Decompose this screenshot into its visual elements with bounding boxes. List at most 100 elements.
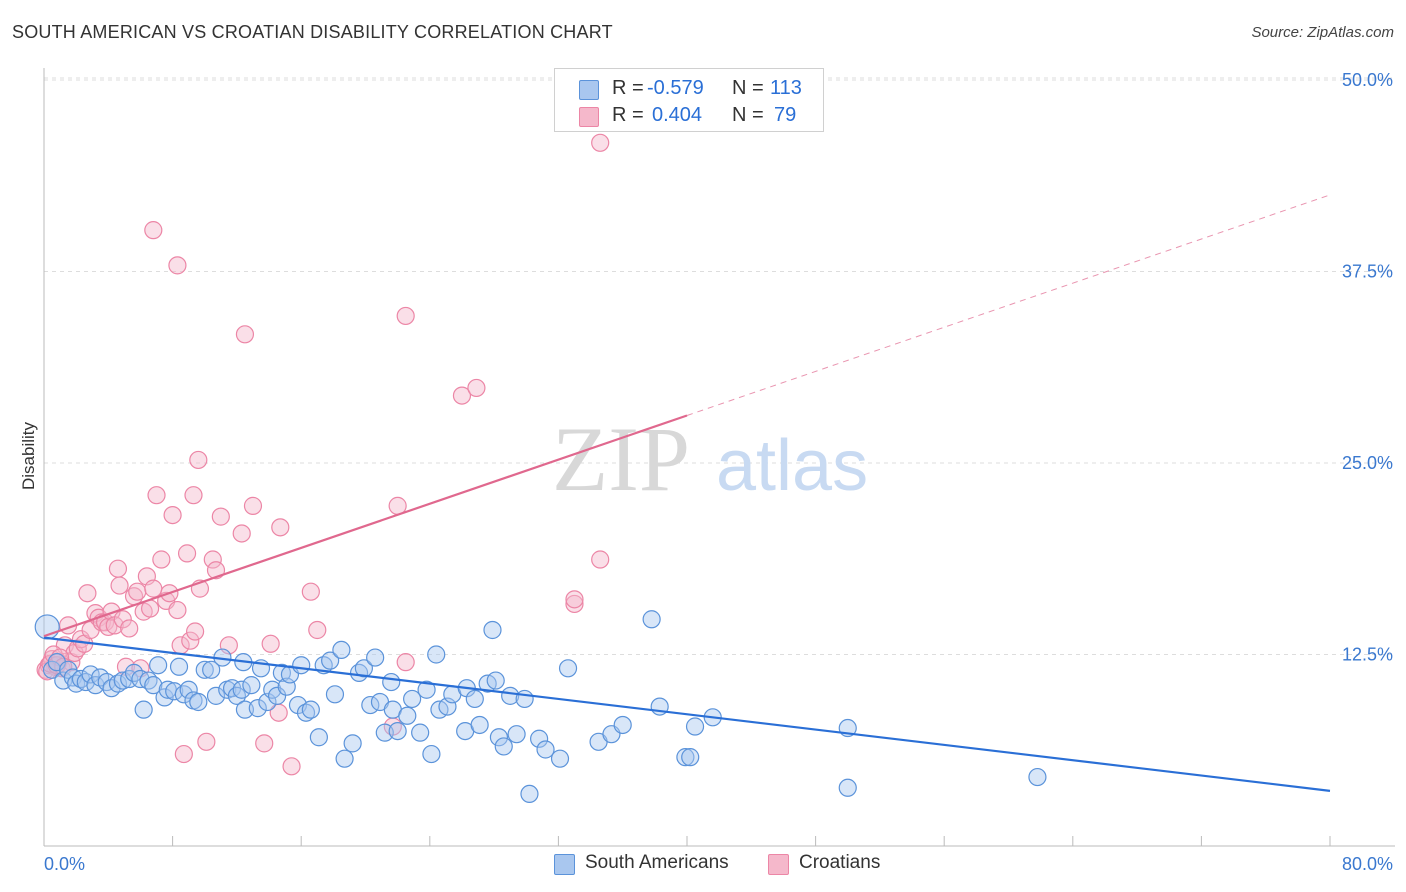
y-tick-label: 50.0% [1342,70,1393,90]
point-croatians [396,653,415,672]
legend-row-south-americans: R = -0.579 N = 113 [555,74,823,100]
point-south-americans [388,721,407,741]
legend-row-croatians: R = 0.404 N = 79 [555,101,823,127]
point-south-americans [144,676,163,695]
point-south-americans [486,671,505,690]
point-south-americans [227,686,246,705]
point-south-americans [411,723,430,742]
point-croatians [163,505,182,525]
point-croatians [168,600,187,620]
point-south-americans [206,686,226,705]
tick-labels: 12.5% 25.0% 37.5% 50.0% 0.0% 80.0% [44,70,1393,874]
point-croatians [99,617,118,637]
point-croatians [168,256,187,275]
legend-swatch-pink [579,107,599,127]
point-south-americans [398,706,417,725]
point-south-americans [422,744,441,764]
point-south-americans [483,620,502,640]
point-south-americans [403,689,422,709]
n-value: 113 [770,77,802,99]
point-croatians [452,386,472,405]
watermark-atlas: atlas [716,426,868,506]
point-south-americans [838,778,857,797]
point-south-americans [179,680,198,699]
point-south-americans [91,668,110,687]
point-south-americans [520,784,539,804]
point-croatians [396,306,415,326]
point-south-americans [149,656,168,675]
r-label: R = [612,104,644,126]
point-croatians [261,634,280,653]
y-tick-label: 37.5% [1342,262,1393,282]
point-south-americans [515,689,534,709]
source-label: Source: ZipAtlas.com [1251,24,1394,41]
point-croatians [271,518,290,537]
point-croatians [108,559,128,578]
grid-lines [44,77,1395,655]
n-label: N = [732,104,764,126]
point-croatians [203,550,222,569]
point-south-americans [558,659,578,678]
point-south-americans [263,680,282,699]
point-croatians [467,378,486,398]
point-south-americans [685,717,705,736]
trend-line-croatians-extension [686,194,1331,416]
point-croatians [301,582,320,601]
point-south-americans [325,685,345,704]
point-south-americans [417,680,436,699]
y-axis-label: Disability [19,421,38,490]
point-croatians [235,325,255,344]
point-south-americans [427,645,446,664]
r-label: R = [612,77,644,99]
point-croatians [232,524,251,543]
point-south-americans [267,686,287,705]
point-south-americans [681,748,700,767]
point-croatians [197,732,216,751]
y-tick-label: 25.0% [1342,453,1393,473]
point-croatians [128,582,147,601]
point-south-americans [1028,767,1047,787]
point-south-americans [465,689,484,709]
point-south-americans [489,728,509,747]
legend-swatch-pink [768,854,789,875]
point-croatians [152,550,171,569]
watermark: ZIP atlas [552,408,868,510]
point-south-americans [335,749,354,768]
point-south-americans [642,610,661,629]
point-croatians [308,620,327,640]
trend-lines [43,194,1331,792]
point-croatians [181,631,200,650]
y-tick-label: 12.5% [1342,645,1393,665]
r-value: 0.404 [652,104,703,126]
point-south-americans [134,700,153,719]
legend-label: Croatians [799,852,881,873]
series-south-americans [34,610,1047,804]
point-south-americans [202,660,221,679]
point-south-americans [343,734,362,753]
point-south-americans [301,700,320,719]
point-south-americans [332,640,351,660]
point-south-americans [366,648,385,667]
trend-line-south-americans [43,636,1331,792]
point-south-americans [292,656,311,675]
point-south-americans [189,692,208,712]
point-south-americans [676,748,695,767]
point-croatians [591,550,610,569]
point-south-americans [613,715,632,735]
point-south-americans [536,740,555,759]
point-croatians [186,622,205,641]
point-south-americans [530,729,549,748]
point-south-americans [470,715,489,735]
point-south-americans [494,737,513,756]
trend-line-croatians [43,414,688,638]
point-south-americans [108,674,128,693]
point-croatians [113,610,132,629]
point-south-americans [321,651,340,670]
point-croatians [565,594,584,614]
point-south-americans [550,749,570,768]
n-value: 79 [774,104,797,126]
point-south-americans [248,699,267,718]
point-croatians [147,486,166,505]
point-south-americans [296,703,316,722]
point-croatians [110,576,129,595]
